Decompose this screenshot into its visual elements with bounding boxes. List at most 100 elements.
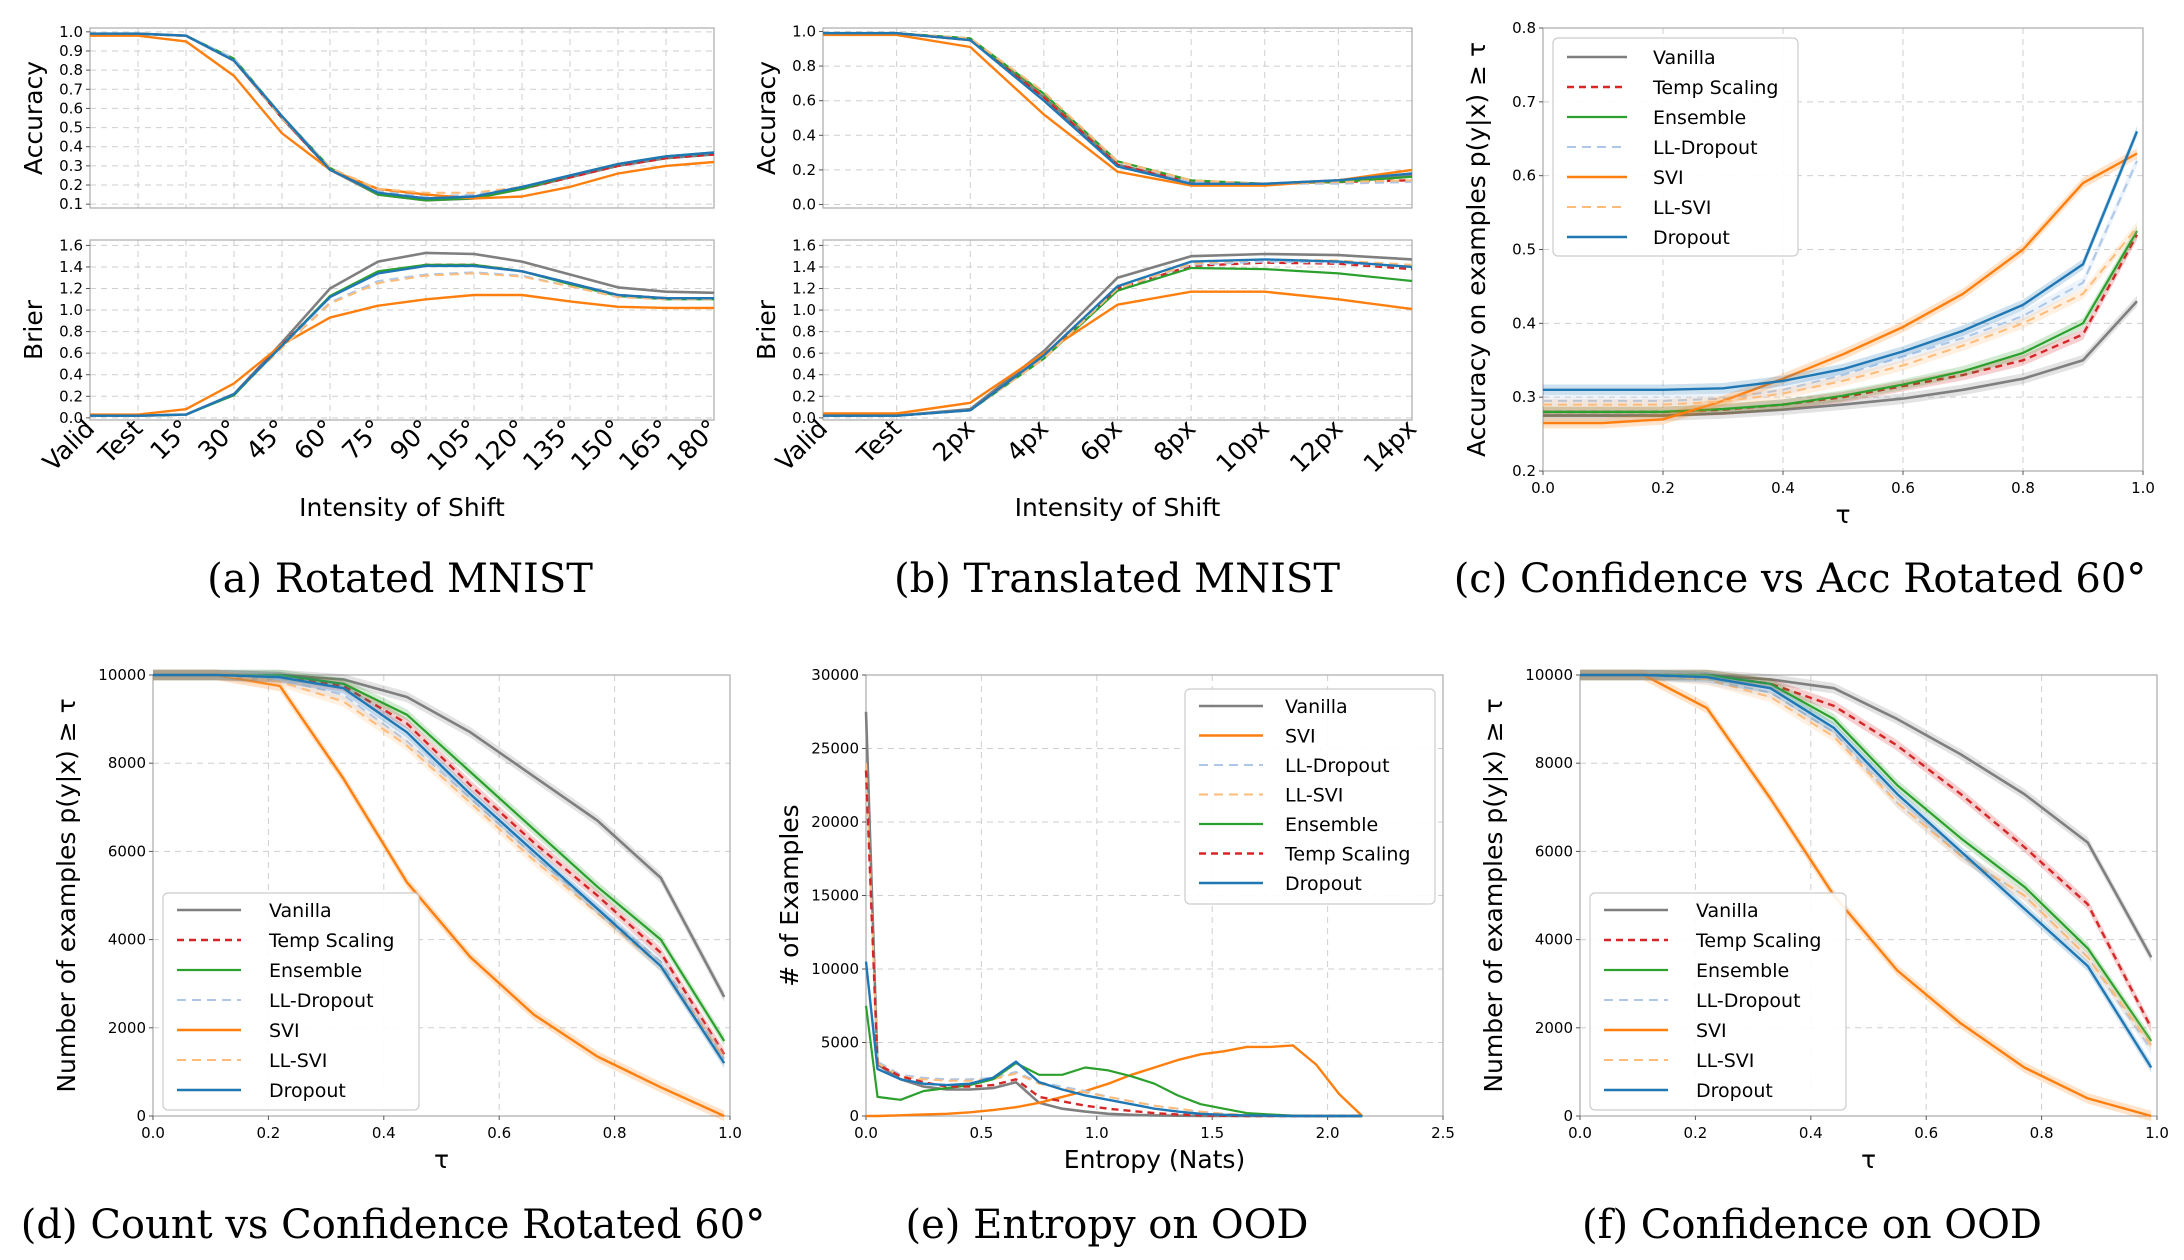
x-tick-label: 0.4 [372, 1124, 396, 1142]
chart-b_accuracy: 0.0 0.2 0.4 0.6 0.8 1.0 Accuracy [752, 22, 1413, 214]
plot-frame [822, 27, 1413, 209]
y-tick-label: 1.4 [792, 258, 816, 276]
y-tick-label: 0.0 [792, 196, 816, 214]
y-tick-label: 20000 [811, 813, 859, 831]
legend-label-temp-scaling: Temp Scaling [1695, 930, 1822, 952]
y-tick-label: 1.0 [59, 301, 83, 319]
x-tick-label: 1.0 [2145, 1124, 2169, 1142]
x-tick-label: 1.0 [2131, 479, 2155, 497]
y-tick-label: 1.6 [59, 236, 83, 254]
x-tick-label: 2px [927, 414, 980, 467]
legend-label-svi: SVI [1285, 726, 1316, 748]
y-tick-label: 0.8 [792, 323, 816, 341]
legend: Vanilla SVI LL-Dropout LL-SVI Ensemble Temp S… [1184, 688, 1436, 905]
x-tick-label: 0.8 [2011, 479, 2035, 497]
legend-label-ll-svi: LL-SVI [1285, 785, 1343, 807]
legend-label-svi: SVI [1653, 167, 1684, 189]
x-tick-label: 8px [1148, 414, 1201, 467]
y-tick-label: 0.8 [792, 57, 816, 75]
caption-c: (c) Confidence vs Acc Rotated 60° [1454, 556, 2147, 602]
legend-frame [1184, 688, 1436, 905]
legend-label-ll-dropout: LL-Dropout [1653, 137, 1758, 159]
x-axis-label: τ [1861, 1145, 1876, 1174]
y-tick-label: 0 [849, 1107, 859, 1125]
y-tick-label: 0.8 [1512, 19, 1536, 37]
legend-label-ll-svi: LL-SVI [269, 1050, 327, 1072]
plot-frame [89, 239, 715, 421]
series-svi [823, 290, 1413, 415]
legend-label-ensemble: Ensemble [1285, 814, 1378, 836]
series-svi [153, 673, 725, 1118]
series-ll-dropout [90, 271, 714, 417]
x-tick-label: 180° [661, 414, 724, 477]
y-tick-label: 0.0 [59, 409, 83, 427]
y-tick-label: 8000 [1535, 754, 1573, 772]
series-svi [90, 293, 714, 416]
legend-frame [162, 892, 420, 1111]
x-axis-label: τ [1835, 500, 1850, 529]
x-tick-label: 0.8 [603, 1124, 627, 1142]
y-axis-label: Accuracy on examples p(y|x) ≥ τ [1462, 42, 1491, 457]
y-tick-label: 0.2 [59, 387, 83, 405]
legend-label-temp-scaling: Temp Scaling [268, 930, 395, 952]
y-tick-label: 1.0 [792, 301, 816, 319]
legend-label-dropout: Dropout [269, 1080, 346, 1102]
plot-frame [152, 674, 731, 1117]
x-tick-label: 45° [240, 414, 292, 466]
x-tick-label: 120° [469, 414, 532, 477]
x-axis-label: Entropy (Nats) [1064, 1145, 1245, 1174]
y-tick-label: 1.4 [59, 258, 83, 276]
legend-label-ll-dropout: LL-Dropout [269, 990, 374, 1012]
x-tick-label: 30° [192, 414, 244, 466]
y-tick-label: 8000 [108, 754, 146, 772]
x-tick-label: 0.0 [141, 1124, 165, 1142]
series-ll-svi [90, 32, 715, 194]
y-tick-label: 0.7 [1512, 93, 1536, 111]
y-tick-label: 0.4 [59, 138, 83, 156]
x-axis-label: τ [434, 1145, 449, 1174]
y-tick-label: 1.0 [792, 22, 816, 40]
x-tick-label: 1.5 [1200, 1124, 1224, 1142]
band-vanilla [1543, 295, 2137, 421]
x-tick-label: 6px [1074, 414, 1127, 467]
x-tick-label: 2.5 [1431, 1124, 1455, 1142]
y-tick-label: 0.6 [59, 99, 83, 117]
series-svi [90, 34, 715, 200]
caption-e: (e) Entropy on OOD [906, 1202, 1309, 1248]
x-tick-label: 10px [1210, 414, 1275, 479]
x-tick-label: 0.2 [1683, 1124, 1707, 1142]
y-tick-label: 0.4 [792, 366, 816, 384]
chart-a_accuracy: 0.10.20.30.40.5 0.60.70.80.91.0 Accuracy [19, 23, 715, 213]
legend-label-vanilla: Vanilla [1285, 696, 1348, 718]
series-vanilla [90, 251, 715, 418]
series-ll-dropout [1543, 160, 2138, 402]
series-vanilla [823, 252, 1413, 418]
x-tick-label: 0.0 [1568, 1124, 1592, 1142]
x-axis-label: Intensity of Shift [1015, 493, 1221, 522]
series-svi [1580, 673, 2152, 1118]
x-tick-label: 0.4 [1771, 479, 1795, 497]
x-tick-label: 0.2 [256, 1124, 280, 1142]
y-tick-label: 2000 [1535, 1019, 1573, 1037]
x-tick-label: 0.6 [1914, 1124, 1938, 1142]
legend-label-ll-svi: LL-SVI [1653, 197, 1711, 219]
y-tick-label: 0.8 [59, 61, 83, 79]
series-ll-svi [823, 258, 1413, 417]
x-tick-label: 105° [421, 414, 484, 477]
y-tick-label: 1.0 [59, 23, 83, 41]
legend-label-dropout: Dropout [1285, 873, 1362, 895]
y-tick-label: 0.1 [59, 195, 83, 213]
caption-f: (f) Confidence on OOD [1582, 1202, 2042, 1248]
series-vanilla [90, 32, 715, 202]
series-dropout [90, 32, 715, 200]
x-tick-label: Test [92, 414, 148, 470]
x-tick-label: 1.0 [1085, 1124, 1109, 1142]
legend-label-ll-dropout: LL-Dropout [1696, 990, 1801, 1012]
chart-e: 0 5000 10000 15000 20000 25000 30000 0.0 0.5 1.0 1… [775, 666, 1455, 1174]
legend-label-vanilla: Vanilla [1696, 900, 1759, 922]
legend-label-ll-dropout: LL-Dropout [1285, 755, 1390, 777]
y-tick-label: 1.2 [792, 280, 816, 298]
legend-label-temp-scaling: Temp Scaling [1652, 77, 1779, 99]
legend-label-dropout: Dropout [1653, 227, 1730, 249]
